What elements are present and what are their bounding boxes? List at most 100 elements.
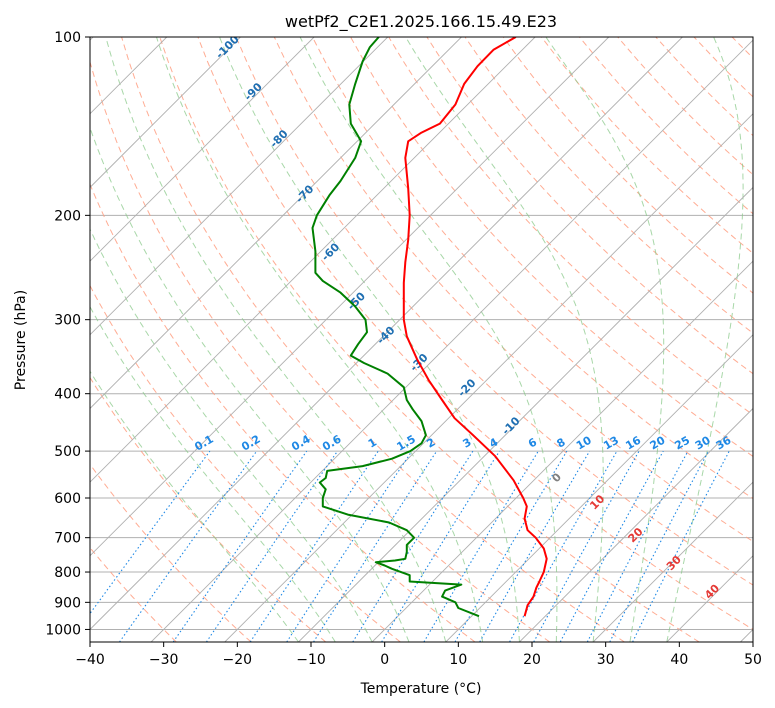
- series-line: [402, 37, 548, 617]
- mixing-ratio-line: [381, 450, 500, 642]
- dry-adiabats: [90, 37, 775, 642]
- dry-adiabat-label: 10: [587, 492, 607, 512]
- isotherm: [298, 186, 753, 642]
- isotherm: [90, 37, 536, 483]
- x-tick-label: −30: [149, 652, 179, 668]
- mixing-ratio-line: [586, 450, 689, 642]
- dry-adiabat-label: -90: [242, 80, 265, 103]
- y-tick-label: 700: [54, 531, 81, 547]
- dry-adiabat-label: -20: [455, 376, 478, 399]
- dry-adiabat: [90, 182, 476, 642]
- line-labels: 0.1 0.2 0.4 0.6 1 1.5 2 3 4 6 8 10 13 16 20 25 30 36-100-…: [192, 37, 733, 602]
- mixing-ratio-line: [509, 450, 618, 642]
- isotherm: [445, 334, 753, 642]
- mixing-ratio-label: 0.6: [320, 432, 344, 453]
- mixing-ratio-label: 10: [574, 433, 594, 452]
- mixing-ratio-line: [205, 450, 338, 642]
- dry-adiabat: [121, 37, 625, 642]
- moist-adiabat: [545, 37, 665, 642]
- mixing-ratio-line: [559, 450, 664, 642]
- mixing-ratio-line: [172, 450, 308, 642]
- mixing-ratio-line: [533, 450, 640, 642]
- y-tick-label: 200: [54, 208, 81, 224]
- dry-adiabat: [350, 37, 753, 458]
- mixing-ratio-line: [119, 450, 258, 642]
- dry-adiabat: [541, 37, 753, 254]
- moist-adiabat: [90, 305, 336, 642]
- isotherm: [224, 113, 753, 642]
- mixing-ratio-line: [352, 450, 474, 642]
- dry-adiabat-label: -60: [319, 240, 342, 263]
- isotherm: [150, 39, 753, 642]
- x-tick-label: −20: [223, 652, 253, 668]
- x-tick-label: 10: [449, 652, 467, 668]
- dry-adiabat-label: 0: [549, 470, 564, 485]
- mixing-ratio-label: 1.5: [394, 433, 417, 454]
- mixing-ratio-label: 3: [461, 436, 474, 451]
- mixing-ratio-line: [423, 450, 539, 642]
- mixing-ratio-label: 0.4: [289, 432, 313, 453]
- y-tick-label: 300: [54, 313, 81, 329]
- isotherm: [740, 628, 753, 642]
- moist-adiabat: [666, 37, 744, 642]
- mixing-ratio-line: [90, 450, 211, 615]
- series-line: [311, 37, 480, 618]
- moist-adiabat: [90, 126, 410, 642]
- x-axis-label: Temperature (°C): [360, 681, 482, 697]
- mixing-ratio-line: [286, 450, 413, 642]
- dry-adiabat: [693, 37, 753, 98]
- x-tick-label: 40: [670, 652, 688, 668]
- dry-adiabat-label: -40: [374, 324, 397, 347]
- mixing-ratio-label: 13: [601, 434, 621, 453]
- dry-adiabat: [311, 37, 753, 500]
- y-tick-label: 1000: [45, 622, 81, 638]
- y-tick-label: 800: [54, 565, 81, 581]
- x-axis-ticks: −40 −30 −20 −10 0 10 20 30 40 50: [75, 642, 762, 668]
- moist-adiabat: [105, 37, 447, 642]
- isotherm: [90, 37, 389, 336]
- moist-adiabat: [90, 228, 373, 642]
- mixing-ratio-line: [249, 450, 379, 642]
- isotherm: [90, 37, 315, 262]
- dry-adiabat: [655, 37, 753, 137]
- mixing-ratio-label: 6: [526, 435, 539, 450]
- dry-adiabat: [388, 37, 753, 416]
- dry-adiabat: [90, 463, 252, 642]
- plot-area: 0.1 0.2 0.4 0.6 1 1.5 2 3 4 6 8 10 13 16 20 25 30 36-100-…: [90, 37, 775, 642]
- dry-adiabat: [617, 37, 753, 176]
- pressure-gridlines: [90, 37, 753, 630]
- dry-adiabat: [464, 37, 753, 334]
- moist-adiabat: [405, 37, 604, 642]
- y-tick-label: 100: [54, 30, 81, 46]
- moist-adiabats: [90, 37, 744, 642]
- x-tick-label: 30: [597, 652, 615, 668]
- dry-adiabat: [770, 37, 775, 642]
- moist-adiabat: [156, 37, 484, 642]
- y-tick-label: 500: [54, 444, 81, 460]
- isotherm: [90, 37, 462, 410]
- dry-adiabat-label: -80: [267, 127, 290, 150]
- dry-adiabat: [90, 60, 551, 642]
- y-axis-ticks: 100 200 300 400 500 600 700 800 900 1000: [45, 30, 90, 638]
- mixing-ratio-label: 4: [487, 435, 500, 450]
- mixing-ratio-label: 0.2: [239, 433, 262, 454]
- y-tick-label: 900: [54, 595, 81, 611]
- isotherm: [592, 481, 753, 642]
- dry-adiabat: [235, 37, 753, 586]
- mixing-ratio-line: [632, 450, 730, 642]
- isotherms: [90, 37, 753, 642]
- dry-adiabat: [90, 284, 401, 642]
- mixing-ratio-label: 1: [366, 436, 379, 451]
- dry-adiabat: [197, 37, 753, 630]
- x-tick-label: −40: [75, 652, 105, 668]
- dry-adiabat-label: 30: [664, 553, 684, 573]
- isotherm: [90, 37, 683, 631]
- isotherm: [519, 407, 753, 642]
- plot-frame: [89, 36, 754, 643]
- x-tick-label: 50: [744, 652, 762, 668]
- mixing-ratio-label: 25: [672, 434, 692, 453]
- dry-adiabat: [159, 37, 700, 642]
- x-tick-label: 20: [523, 652, 541, 668]
- isotherm: [90, 37, 241, 189]
